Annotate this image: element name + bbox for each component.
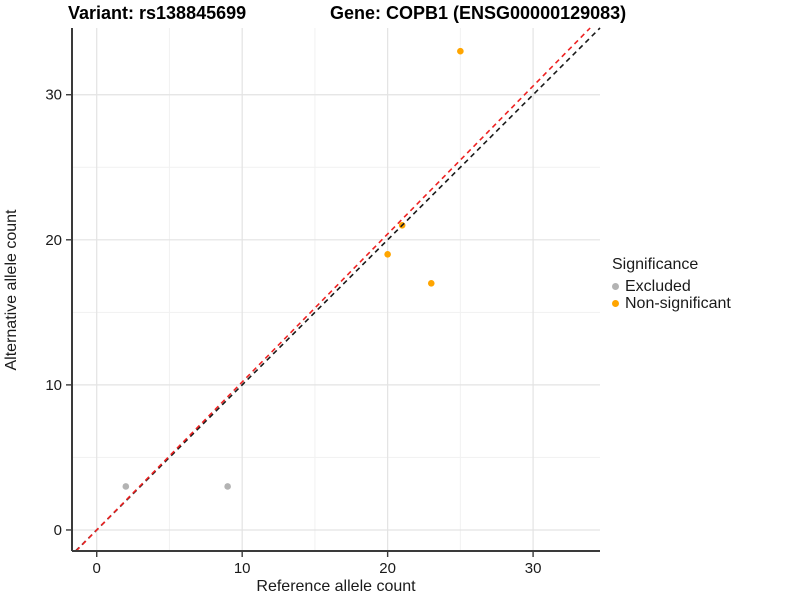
x-tick-label-10: 10 — [234, 560, 251, 577]
x-axis-title: Reference allele count — [256, 578, 416, 595]
data-point-non-significant — [457, 47, 464, 55]
legend: Significance Excluded Non-significant — [612, 256, 731, 312]
variant-title: Variant: rs138845699 — [68, 3, 246, 23]
legend-item-excluded: Excluded — [612, 278, 731, 295]
x-tick-label-0: 0 — [93, 560, 101, 577]
legend-label-non-significant: Non-significant — [625, 294, 731, 312]
data-point-excluded — [122, 483, 130, 490]
data-point-non-significant — [427, 280, 435, 287]
data-points-group — [122, 47, 464, 490]
gene-title: Gene: COPB1 (ENSG00000129083) — [330, 3, 626, 23]
legend-item-non-significant: Non-significant — [612, 295, 731, 312]
non-significant-dot-icon — [612, 300, 619, 307]
gridlines-group — [72, 28, 600, 551]
y-tick-label-30: 30 — [45, 87, 62, 104]
reference-lines-group — [75, 27, 601, 552]
y-tick-label-20: 20 — [45, 232, 62, 249]
expected-ratio-line — [75, 27, 591, 552]
data-point-non-significant — [384, 251, 391, 258]
y-tick-label-0: 0 — [54, 522, 62, 539]
data-point-excluded — [224, 483, 231, 490]
excluded-dot-icon — [612, 283, 619, 290]
y-axis-title: Alternative allele count — [3, 209, 20, 371]
y-tick-label-10: 10 — [45, 377, 62, 394]
x-tick-label-30: 30 — [525, 560, 542, 577]
legend-label-excluded: Excluded — [625, 277, 691, 295]
x-tick-label-20: 20 — [379, 560, 396, 577]
identity-line — [75, 27, 601, 552]
legend-title: Significance — [612, 256, 699, 273]
axes-group: 0 10 20 30 0 10 20 30 — [45, 28, 600, 577]
